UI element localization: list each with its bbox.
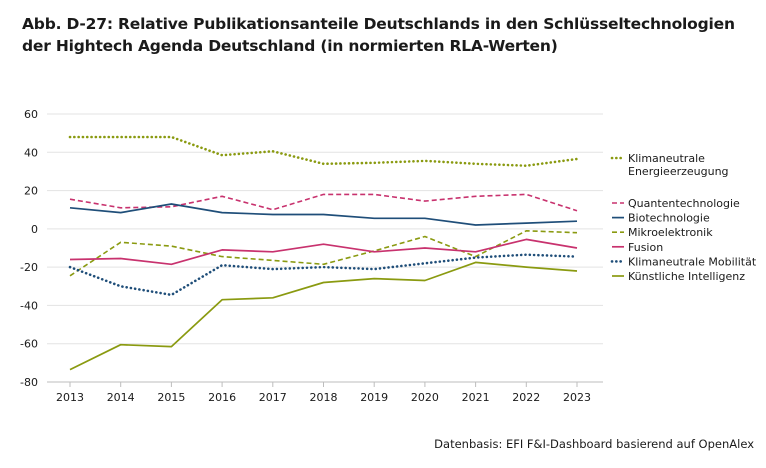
y-axis: 60 40 20 0 -20 -40 -60 -80 <box>20 108 38 389</box>
source-note: Datenbasis: EFI F&I-Dashboard basierend … <box>434 437 754 451</box>
legend-label: Mikroelektronik <box>628 226 713 239</box>
y-tick-label: -40 <box>20 299 38 312</box>
y-tick-label: -80 <box>20 376 38 389</box>
series-line-klimaneutrale-mobilit-t <box>68 253 579 297</box>
chart-title: Abb. D-27: Relative Publikationsanteile … <box>22 13 742 57</box>
x-tick-label: 2019 <box>360 391 388 404</box>
x-tick-label: 2018 <box>310 391 338 404</box>
series-line-mikroelektronik <box>69 230 578 277</box>
series-line-klimaneutrale-energieerzeugung <box>68 135 579 167</box>
legend-label: Klimaneutrale Mobilität <box>628 255 757 268</box>
chart-title-line-1: Abb. D-27: Relative Publikationsanteile … <box>22 15 735 33</box>
legend-label: Fusion <box>628 241 663 254</box>
series-lines <box>68 135 579 371</box>
grid-lines <box>47 113 603 383</box>
x-tick-label: 2023 <box>563 391 591 404</box>
y-tick-label: -20 <box>20 261 38 274</box>
x-tick-label: 2020 <box>411 391 439 404</box>
series-line-quantentechnologie <box>69 193 578 212</box>
series-line-k-nstliche-intelligenz <box>69 261 578 371</box>
legend-label: Energieerzeugung <box>628 165 729 178</box>
series-line-biotechnologie <box>69 203 578 226</box>
x-tick-label: 2016 <box>208 391 236 404</box>
x-tick-label: 2022 <box>512 391 540 404</box>
x-tick-label: 2013 <box>56 391 84 404</box>
chart-title-line-2: der Hightech Agenda Deutschland (in norm… <box>22 37 558 55</box>
legend-label: Quantentechnologie <box>628 197 740 210</box>
x-tick-label: 2015 <box>157 391 185 404</box>
legend-label: Künstliche Intelligenz <box>628 270 745 283</box>
x-axis: 2013 2014 2015 2016 2017 2018 2019 2020 2021 2022… <box>56 382 591 404</box>
x-tick-label: 2014 <box>107 391 135 404</box>
y-tick-label: 0 <box>31 223 38 236</box>
y-tick-label: 40 <box>24 146 38 159</box>
y-tick-label: 20 <box>24 185 38 198</box>
legend-label: Klimaneutrale <box>628 152 705 165</box>
series-line-fusion <box>69 238 578 266</box>
x-tick-label: 2021 <box>462 391 490 404</box>
x-tick-label: 2017 <box>259 391 287 404</box>
y-tick-label: 60 <box>24 108 38 121</box>
legend-label: Biotechnologie <box>628 212 710 225</box>
y-tick-label: -60 <box>20 338 38 351</box>
